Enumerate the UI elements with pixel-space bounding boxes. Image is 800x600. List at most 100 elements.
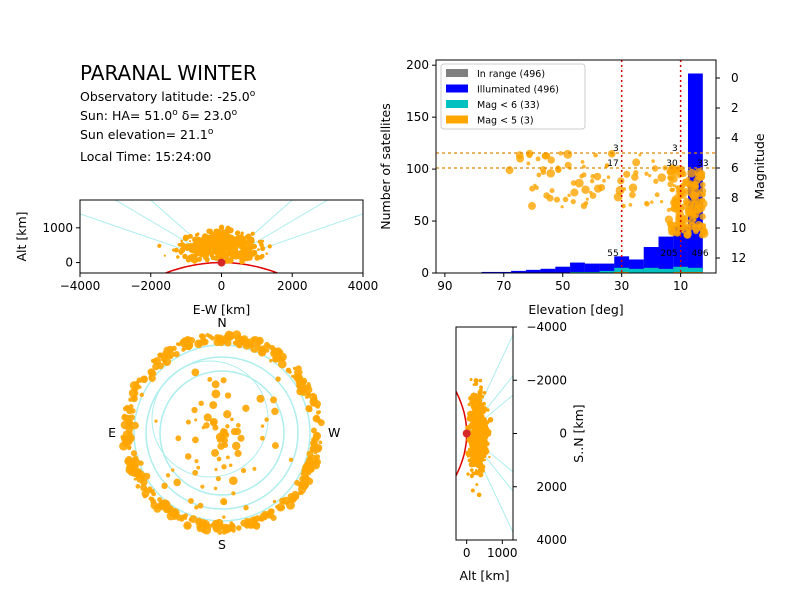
vertical-satellite-point: [468, 422, 475, 429]
histogram-magnitude-point: [693, 228, 699, 235]
sky-satellite-point: [243, 522, 251, 529]
side-satellite-point: [173, 247, 179, 253]
histogram-magnitude-point: [675, 230, 681, 236]
sky-satellite-point: [240, 467, 247, 474]
histogram-bar: [481, 271, 497, 273]
vertical-satellite-point: [469, 378, 473, 381]
histogram-magnitude-point: [669, 207, 674, 211]
vertical-satellite-point: [478, 454, 483, 459]
sky-satellite-point: [225, 455, 230, 460]
side-satellite-point: [265, 252, 268, 255]
sky-satellite-point: [132, 387, 138, 393]
histogram-bar: [599, 270, 615, 273]
sky-satellite-point: [128, 464, 137, 473]
histogram-magnitude-point: [560, 205, 564, 209]
side-x-tick-label: −2000: [130, 279, 171, 293]
histogram-magnitude-point: [632, 158, 641, 167]
sky-satellite-point: [303, 465, 309, 471]
side-satellite-point: [179, 242, 186, 248]
side-satellite-point: [243, 255, 249, 260]
vertical-x-tick-label: 1000: [487, 546, 518, 560]
side-x-axis-label: E-W [km]: [193, 302, 250, 317]
sky-satellite-point: [203, 422, 210, 429]
histogram-magnitude-point: [617, 177, 625, 185]
sky-satellite-point: [127, 414, 131, 419]
sky-satellite-point: [194, 459, 199, 464]
sky-satellite-point: [140, 378, 145, 383]
side-satellite-point: [200, 249, 206, 255]
side-satellite-point: [219, 233, 222, 237]
side-satellite-point: [239, 244, 242, 248]
histogram-annotation: 55: [607, 249, 618, 259]
side-satellite-point: [215, 241, 221, 247]
sky-satellite-point: [181, 347, 186, 352]
sky-satellite-point: [173, 478, 181, 487]
histogram-magnitude-point: [541, 153, 548, 160]
legend-entry-label: In range (496): [477, 69, 545, 80]
side-satellite-point: [251, 244, 255, 248]
sky-satellite-point: [299, 481, 309, 491]
histogram-magnitude-point: [622, 187, 627, 191]
histogram-magnitude-point: [688, 217, 696, 225]
sky-satellite-point: [205, 332, 210, 338]
histogram-magnitude-point: [697, 208, 702, 213]
side-satellite-point: [261, 248, 265, 251]
histogram-bar: [584, 271, 600, 273]
histogram-magnitude-point: [562, 196, 569, 203]
sky-satellite-point: [298, 490, 303, 496]
sky-satellite-point: [311, 393, 318, 399]
histogram-magnitude-point: [690, 181, 699, 190]
sky-satellite-point: [235, 423, 241, 428]
sky-satellite-point: [234, 449, 242, 458]
histogram-magnitude-point: [664, 215, 673, 224]
sky-satellite-point: [231, 441, 241, 451]
side-satellite-point: [245, 233, 252, 240]
vertical-satellite-point: [474, 457, 480, 463]
vertical-y-tick-label: 0: [559, 427, 567, 441]
sky-satellite-point: [131, 421, 139, 430]
histogram-magnitude-point: [602, 178, 606, 183]
sky-satellite-point: [207, 376, 213, 382]
sky-satellite-point: [305, 469, 312, 476]
histogram-magnitude-point: [563, 149, 573, 159]
sky-satellite-point: [210, 336, 215, 341]
vertical-satellite-point: [487, 417, 494, 423]
histogram-magnitude-point: [570, 180, 577, 186]
legend-swatch: [446, 84, 468, 93]
histogram-magnitude-point: [651, 165, 659, 172]
sky-satellite-point: [165, 473, 171, 478]
histogram-magnitude-point: [698, 169, 706, 178]
histogram-annotation: 496: [691, 249, 708, 259]
vertical-satellite-point: [478, 378, 483, 383]
histogram-bar: [584, 263, 600, 273]
sky-satellite-point: [286, 500, 295, 510]
legend-swatch: [446, 69, 468, 77]
histogram-magnitude-point: [516, 154, 525, 163]
histogram-magnitude-point: [581, 172, 587, 178]
vertical-satellite-point: [469, 468, 474, 472]
sky-satellite-point: [214, 467, 218, 472]
vertical-satellite-point: [474, 414, 479, 419]
vertical-satellite-point: [482, 424, 488, 430]
sky-satellite-point: [315, 444, 323, 451]
sky-satellite-point: [294, 479, 301, 486]
sky-satellite-point: [264, 417, 269, 422]
histogram-magnitude-point: [526, 161, 531, 166]
sky-satellite-point: [127, 446, 132, 451]
side-satellite-point: [220, 241, 225, 246]
legend-box: [440, 63, 586, 130]
sky-satellite-point: [122, 406, 128, 412]
vertical-satellite-point: [471, 404, 475, 408]
sky-satellite-point: [200, 484, 205, 489]
info-sun: Sun: HA= 51.0o δ= 23.0o: [80, 108, 238, 123]
sky-satellite-point: [191, 368, 200, 377]
histogram-magnitude-point: [589, 192, 597, 199]
side-satellite-point: [240, 231, 244, 235]
sky-satellite-point: [122, 437, 130, 446]
sky-satellite-point: [318, 440, 323, 445]
vertical-satellite-point: [479, 428, 485, 434]
sky-satellite-point: [185, 419, 191, 425]
vertical-satellite-point: [478, 424, 483, 429]
histogram-magnitude-point: [654, 192, 660, 198]
